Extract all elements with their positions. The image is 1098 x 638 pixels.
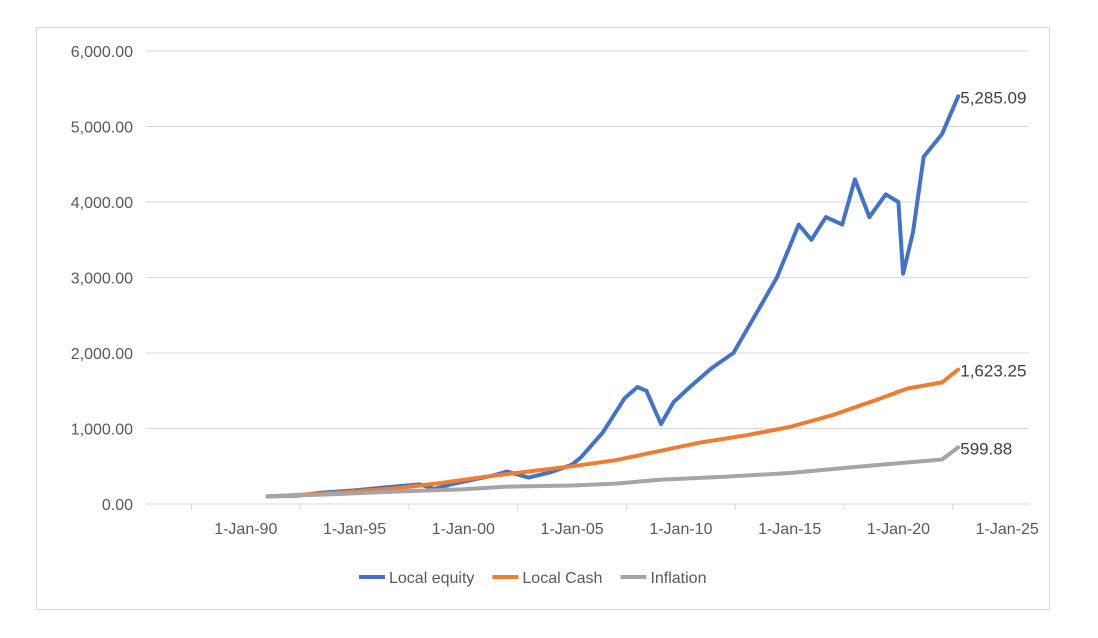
- grid-lines: [146, 50, 1029, 429]
- x-tick-label: 1-Jan-05: [541, 521, 604, 538]
- y-tick-label: 1,000.00: [71, 422, 133, 439]
- y-tick-label: 2,000.00: [71, 346, 133, 363]
- series-line-inflation: [265, 445, 961, 499]
- y-tick-label: 4,000.00: [71, 195, 133, 212]
- series-line-local-equity: [265, 94, 961, 499]
- legend: Local equity Local Cash Inflation: [359, 570, 706, 587]
- legend-label: Local Cash: [522, 570, 602, 587]
- data-labels: 5,285.09 1,623.25 599.88: [960, 88, 1026, 458]
- y-tick-labels: 0.00 1,000.00 2,000.00 3,000.00 4,000.00 5,00…: [71, 44, 133, 514]
- line-chart: 0.00 1,000.00 2,000.00 3,000.00 4,000.00 5,00…: [71, 44, 1039, 587]
- x-tick-label: 1-Jan-95: [323, 521, 386, 538]
- legend-label: Local equity: [389, 570, 474, 587]
- x-tick-label: 1-Jan-90: [214, 521, 277, 538]
- legend-label: Inflation: [650, 570, 706, 587]
- x-tick-label: 1-Jan-00: [432, 521, 495, 538]
- y-tick-label: 5,000.00: [71, 120, 133, 137]
- end-value-label: 5,285.09: [960, 88, 1026, 107]
- end-value-label: 1,623.25: [960, 362, 1026, 381]
- x-tick-label: 1-Jan-15: [758, 521, 821, 538]
- y-tick-label: 0.00: [102, 497, 133, 514]
- y-tick-label: 6,000.00: [71, 44, 133, 61]
- y-tick-label: 3,000.00: [71, 271, 133, 288]
- chart-frame: 0.00 1,000.00 2,000.00 3,000.00 4,000.00 5,00…: [36, 27, 1050, 610]
- end-value-label: 599.88: [960, 439, 1012, 458]
- x-tick-labels: 1-Jan-90 1-Jan-95 1-Jan-00 1-Jan-05 1-Jan-10…: [214, 521, 1039, 538]
- series-lines: [265, 94, 961, 499]
- x-tick-label: 1-Jan-10: [649, 521, 712, 538]
- series-line-local-cash: [265, 367, 961, 499]
- x-tick-label: 1-Jan-25: [976, 521, 1039, 538]
- x-axis: [146, 503, 1029, 510]
- x-tick-label: 1-Jan-20: [867, 521, 930, 538]
